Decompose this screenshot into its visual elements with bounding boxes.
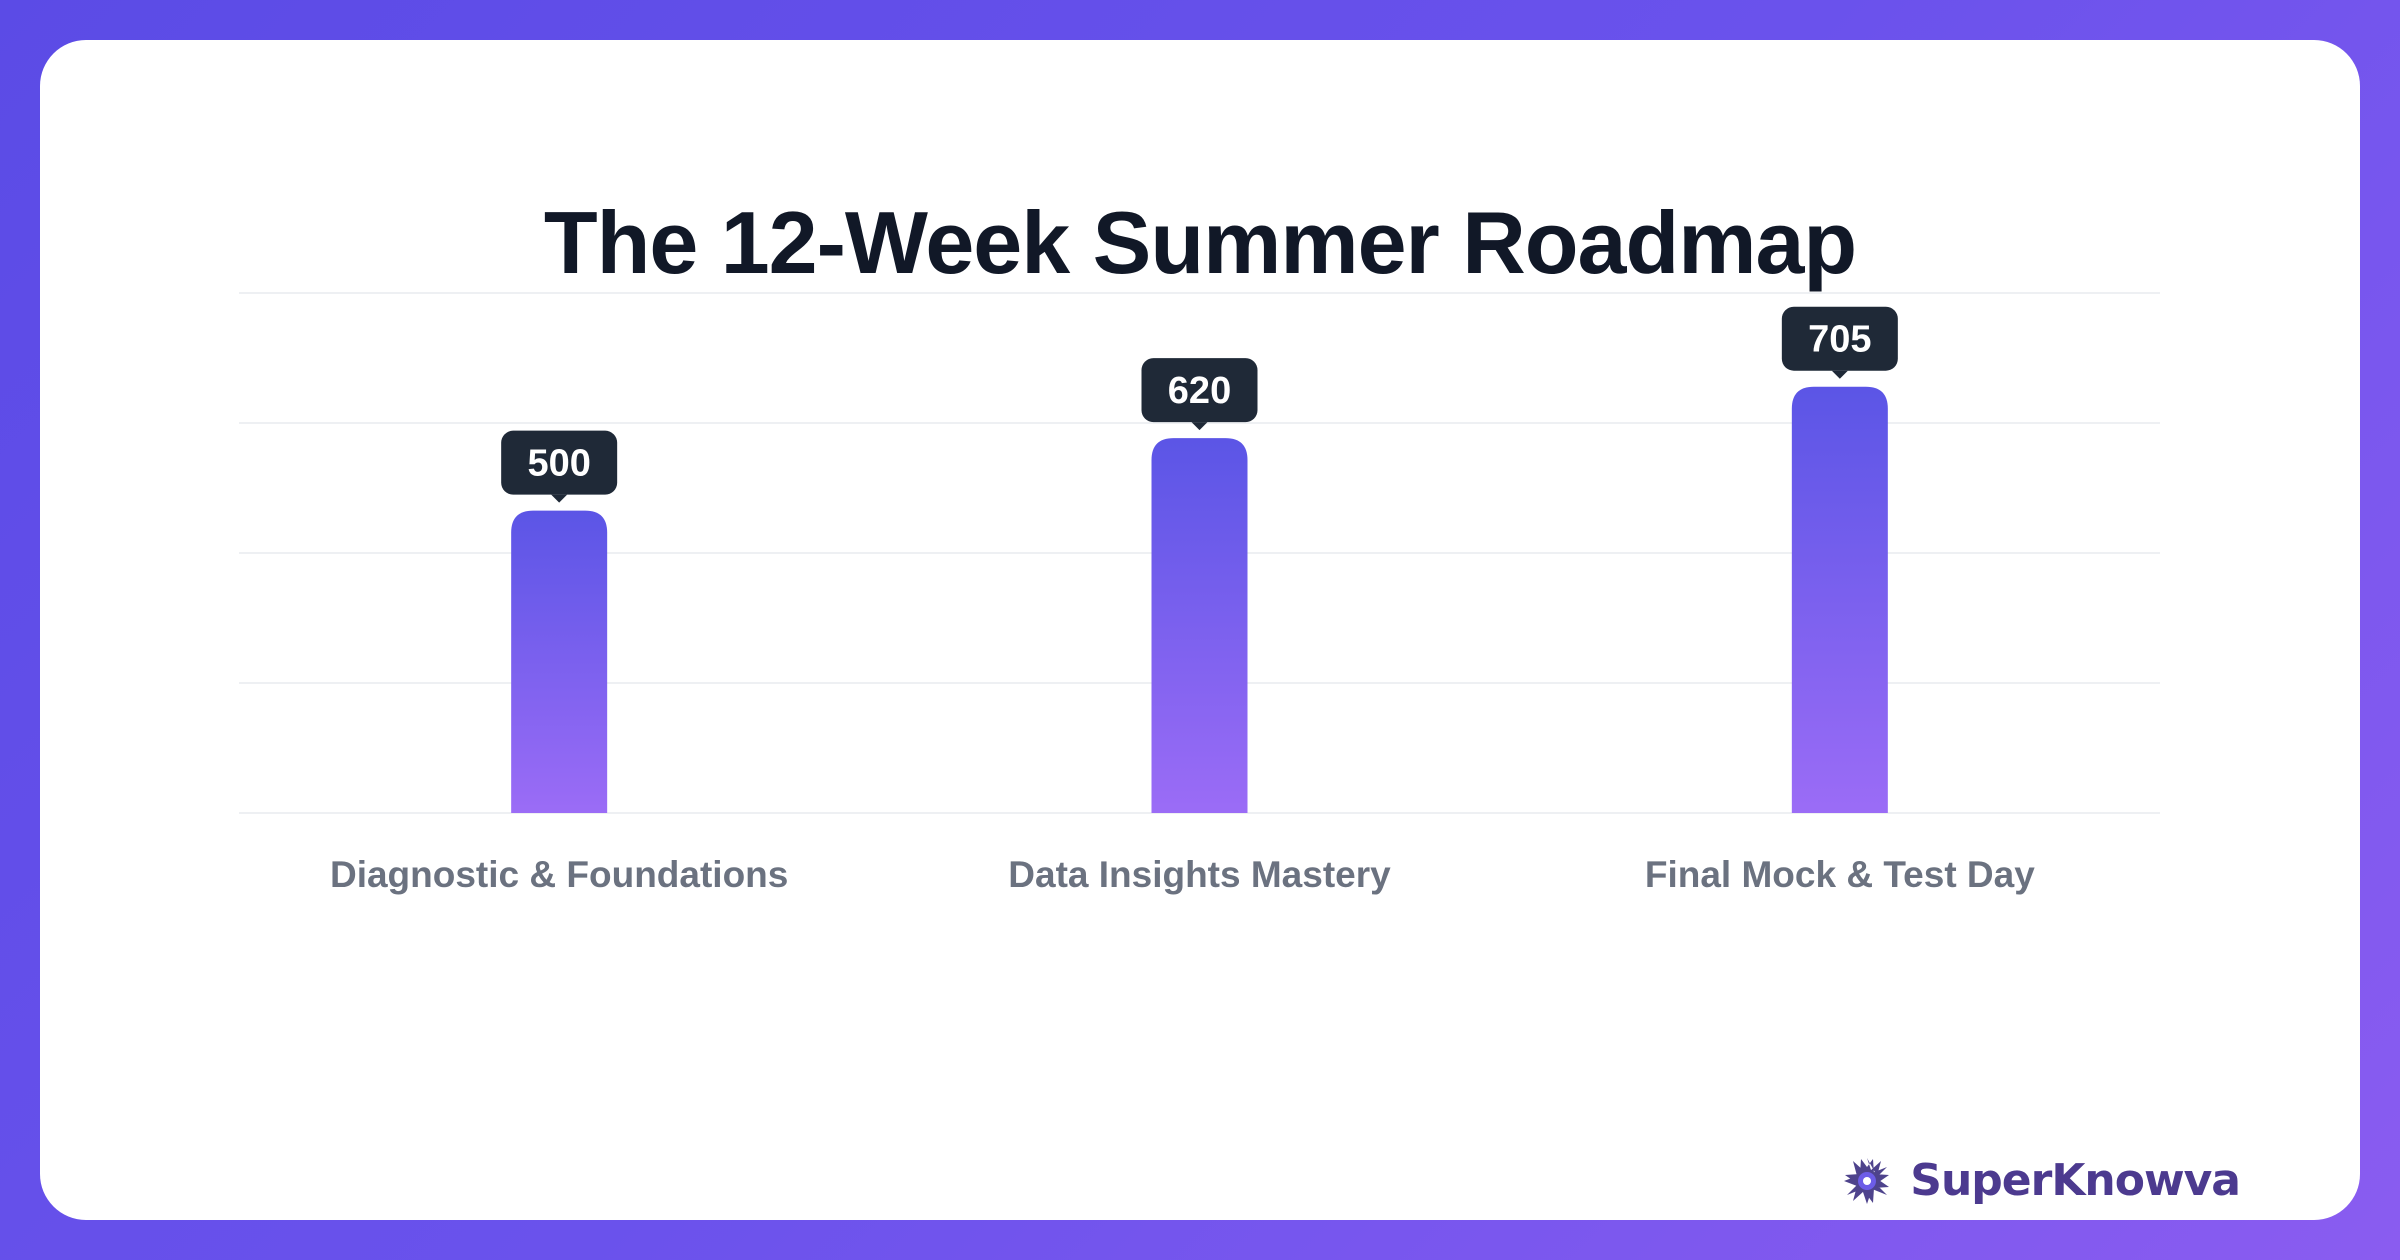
brand-name: SuperKnowva [1910,1155,2241,1206]
value-label-background [1781,306,1898,371]
category-label: Diagnostic & Foundations [330,854,788,895]
value-label-pointer [551,494,568,503]
value-label-background [1141,358,1258,423]
bar-1 [511,510,608,813]
bar-chart: 500 Diagnostic & Foundations 620 Data Insig… [239,292,2160,895]
value-label-pointer [1191,422,1208,431]
category-label: Final Mock & Test Day [1645,854,2035,895]
chart-title: The 12-Week Summer Roadmap [543,193,1857,292]
data-label: 500 [527,443,590,485]
value-label-background [501,430,618,495]
data-label: 705 [1808,319,1871,361]
data-label: 620 [1168,370,1231,412]
bar-3 [1791,386,1888,813]
brand: SuperKnowva [1842,1155,2241,1206]
category-label: Data Insights Mastery [1008,854,1391,895]
bar-2 [1151,438,1248,813]
value-label-pointer [1831,370,1848,379]
chart-card: The 12-Week Summer Roadmap 500 Diagnostic… [40,40,2360,1220]
starburst-logo-icon [1844,1157,1890,1204]
